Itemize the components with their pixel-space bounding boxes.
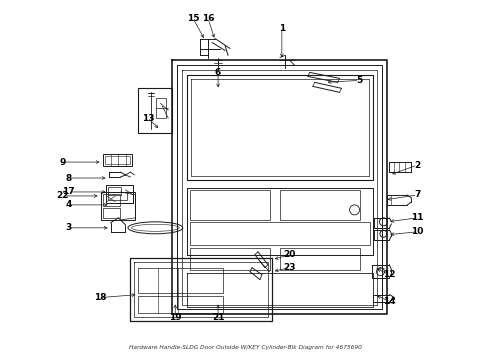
Bar	[105, 185, 133, 203]
Bar	[190, 248, 270, 270]
Text: 6: 6	[215, 68, 221, 77]
Text: 9: 9	[59, 158, 66, 167]
Bar	[190, 222, 369, 245]
Bar	[138, 268, 223, 293]
Text: 17: 17	[62, 188, 75, 197]
Bar	[104, 156, 130, 164]
Text: 16: 16	[202, 14, 215, 23]
Text: 11: 11	[411, 213, 423, 222]
Text: 15: 15	[187, 14, 199, 23]
Bar	[280, 248, 360, 270]
Bar	[138, 296, 223, 314]
Text: 14: 14	[383, 297, 396, 306]
Bar	[107, 192, 127, 200]
Bar	[138, 88, 172, 133]
Bar	[102, 208, 121, 218]
Text: 12: 12	[383, 270, 396, 279]
Text: 3: 3	[66, 223, 72, 232]
Bar	[102, 154, 132, 166]
Text: 7: 7	[414, 190, 420, 199]
Text: 13: 13	[142, 114, 155, 123]
Text: 1: 1	[279, 24, 285, 33]
Bar	[156, 98, 166, 118]
Bar	[190, 190, 270, 220]
Text: 23: 23	[284, 263, 296, 272]
Bar	[280, 190, 360, 220]
Text: 18: 18	[94, 293, 107, 302]
Text: 8: 8	[66, 174, 72, 183]
Bar	[102, 194, 121, 206]
Text: 20: 20	[284, 250, 296, 259]
Bar	[100, 192, 135, 220]
Text: 21: 21	[212, 313, 224, 322]
Text: 4: 4	[66, 201, 72, 210]
Text: Hardware Handle-SLDG Door Outside W/KEY Cylinder-Blk Diagram for 4675690: Hardware Handle-SLDG Door Outside W/KEY …	[128, 345, 362, 350]
Text: 2: 2	[414, 161, 420, 170]
Bar	[107, 187, 122, 195]
Text: 5: 5	[356, 76, 363, 85]
Text: 22: 22	[56, 192, 69, 201]
Text: 19: 19	[169, 313, 182, 322]
Text: 10: 10	[411, 227, 423, 236]
